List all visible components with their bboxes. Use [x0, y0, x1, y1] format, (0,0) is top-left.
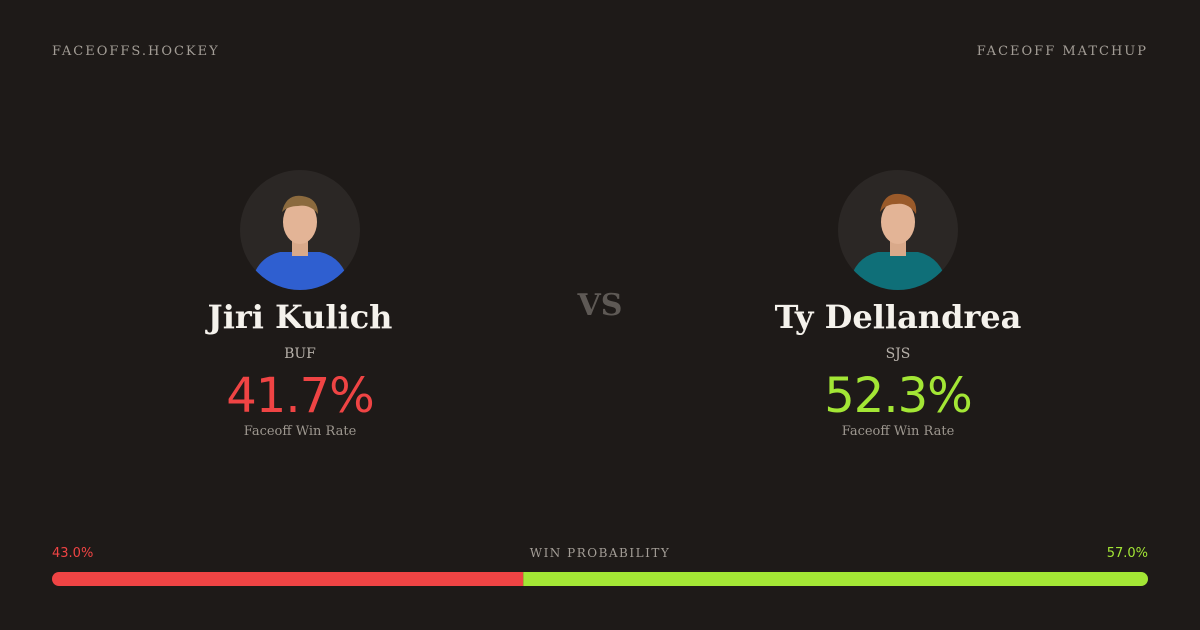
- win-rate-label: Faceoff Win Rate: [243, 424, 357, 439]
- right-segment: [523, 572, 1148, 586]
- player-card: Ty Dellandrea SJS 52.3% Faceoff Win Rate: [698, 170, 1098, 439]
- probability-bar: [52, 572, 1148, 586]
- player-name: Jiri Kulich: [207, 298, 393, 336]
- win-rate-label: Faceoff Win Rate: [841, 424, 955, 439]
- brand: FACEOFFS.HOCKEY: [52, 44, 220, 59]
- player-card: Jiri Kulich BUF 41.7% Faceoff Win Rate: [100, 170, 500, 439]
- versus: VS: [577, 288, 623, 323]
- player-photo: [240, 170, 360, 290]
- win-rate: 41.7%: [226, 368, 374, 424]
- probability-title: WIN PROBABILITY: [529, 546, 671, 560]
- player-team: BUF: [284, 346, 316, 362]
- player-team: SJS: [885, 346, 911, 362]
- win-rate: 52.3%: [824, 368, 972, 424]
- section-title: FACEOFF MATCHUP: [976, 44, 1148, 59]
- left-probability: 43.0%: [52, 546, 94, 561]
- left-segment: [52, 572, 524, 586]
- right-probability: 57.0%: [1106, 546, 1148, 561]
- player-photo: [838, 170, 958, 290]
- player-name: Ty Dellandrea: [774, 298, 1022, 336]
